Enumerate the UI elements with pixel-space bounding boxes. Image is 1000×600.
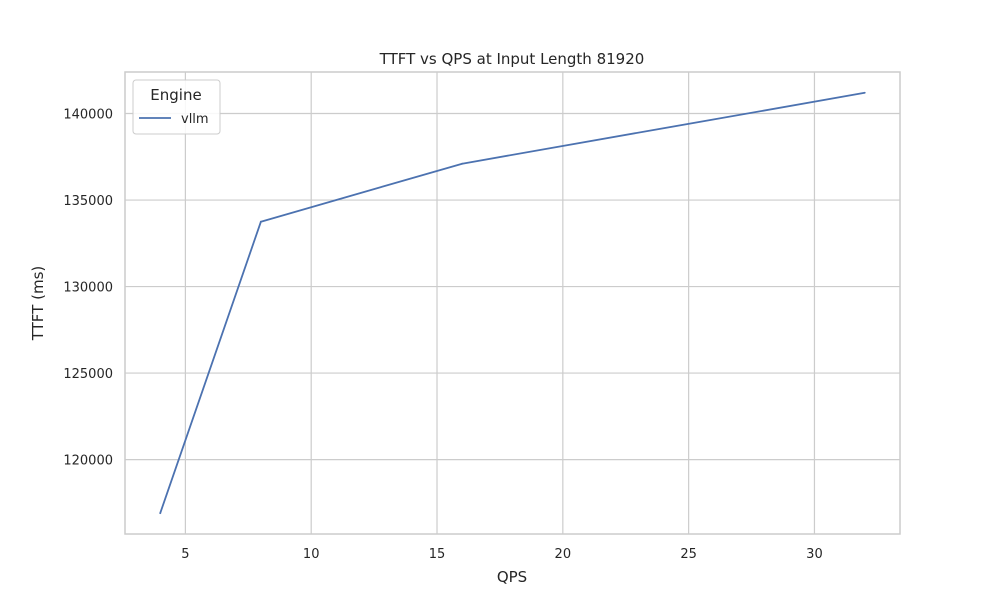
data-point xyxy=(159,512,162,515)
data-point xyxy=(259,220,262,223)
legend-label-vllm: vllm xyxy=(181,112,209,127)
y-tick-label: 135000 xyxy=(63,194,113,209)
grid-lines xyxy=(125,72,900,534)
series-line-vllm xyxy=(159,91,865,514)
y-tick-label: 120000 xyxy=(63,454,113,469)
data-point xyxy=(461,162,464,165)
x-tick-label: 5 xyxy=(181,547,189,562)
x-tick-label: 30 xyxy=(806,547,823,562)
y-tick-label: 125000 xyxy=(63,367,113,382)
legend-title: Engine xyxy=(150,86,201,104)
data-point xyxy=(863,91,866,94)
y-axis-label: TTFT (ms) xyxy=(29,266,47,342)
x-axis-ticks: 5 10 15 20 25 30 xyxy=(181,547,822,562)
legend-box xyxy=(132,79,221,135)
plot-frame xyxy=(124,71,901,535)
y-tick-label: 130000 xyxy=(63,281,113,296)
x-tick-label: 20 xyxy=(555,547,572,562)
y-tick-label: 140000 xyxy=(63,108,113,123)
legend: Engine vllm xyxy=(132,79,221,135)
x-tick-label: 15 xyxy=(429,547,446,562)
x-tick-label: 10 xyxy=(303,547,320,562)
x-tick-label: 25 xyxy=(680,547,697,562)
series-group xyxy=(159,91,866,515)
chart-title: TTFT vs QPS at Input Length 81920 xyxy=(379,50,645,68)
x-axis-label: QPS xyxy=(497,568,527,586)
y-axis-ticks: 120000 125000 130000 135000 140000 xyxy=(63,108,113,469)
